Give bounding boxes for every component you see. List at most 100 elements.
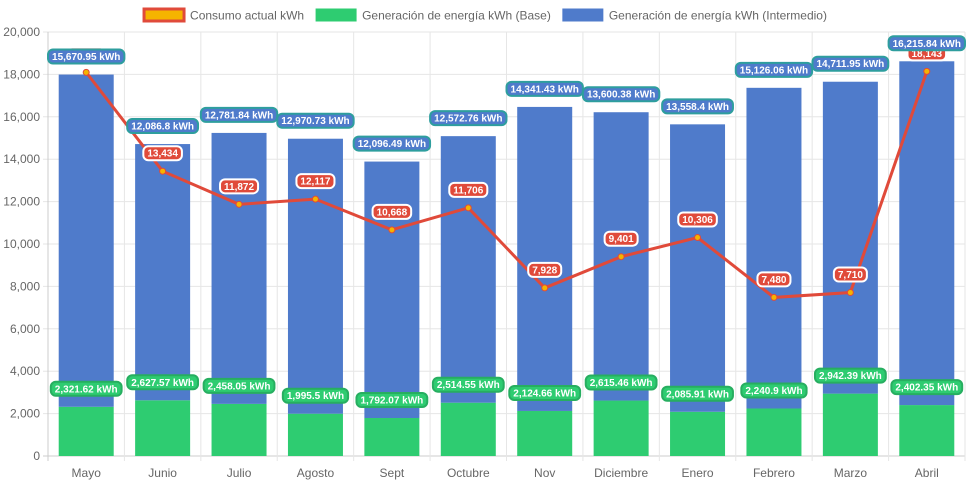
- data-label-consumo-sept: 10,668: [371, 203, 413, 220]
- x-tick-label: Enero: [682, 466, 714, 480]
- consumo-point-diciembre[interactable]: [617, 253, 625, 261]
- bar-intermedio-sept[interactable]: [364, 161, 420, 419]
- legend-item-generacion-de-energia-kwh-intermedio[interactable]: Generación de energía kWh (Intermedio): [562, 8, 827, 23]
- data-label-text: 9,401: [609, 234, 634, 245]
- bar-base-julio[interactable]: [211, 403, 267, 456]
- data-label-text: 13,434: [147, 149, 178, 160]
- data-label-text: 2,458.05 kWh: [208, 381, 271, 392]
- bar-base-diciembre[interactable]: [593, 400, 649, 456]
- bar-base-abril[interactable]: [899, 405, 955, 456]
- data-label-base-octubre: 2,514.55 kWh: [431, 376, 505, 393]
- data-label-text: 14,711.95 kWh: [816, 59, 884, 70]
- consumo-point-febrero[interactable]: [770, 293, 778, 301]
- data-label-intermedio-enero: 13,558.4 kWh: [661, 98, 734, 115]
- consumo-point-enero[interactable]: [694, 234, 702, 242]
- data-label-text: 12,781.84 kWh: [205, 110, 273, 121]
- data-label-box: [661, 98, 734, 115]
- data-label-consumo-febrero: 7,480: [756, 271, 792, 288]
- y-tick-label: 0: [33, 449, 40, 463]
- data-label-text: 2,402.35 kWh: [895, 383, 958, 394]
- data-label-base-febrero: 2,240.9 kWh: [740, 382, 808, 399]
- consumo-point-julio[interactable]: [235, 200, 243, 208]
- consumo-point-nov[interactable]: [541, 284, 549, 292]
- data-label-text: 12,970.73 kWh: [281, 116, 349, 127]
- bar-intermedio-abril[interactable]: [899, 61, 955, 406]
- bar-intermedio-febrero[interactable]: [746, 87, 802, 409]
- consumo-point-sept[interactable]: [388, 226, 396, 234]
- bar-base-octubre[interactable]: [440, 402, 496, 456]
- consumo-line-path: [85, 70, 929, 299]
- data-label-intermedio-octubre: 12,572.76 kWh: [429, 110, 508, 127]
- data-label-box: [281, 387, 350, 404]
- data-label-text: 11,872: [224, 182, 254, 193]
- data-label-text: 2,942.39 kWh: [819, 371, 882, 382]
- bar-base-marzo[interactable]: [822, 393, 878, 456]
- x-tick-label: Diciembre: [594, 466, 648, 480]
- data-label-box: [448, 181, 489, 198]
- data-label-box: [371, 203, 413, 220]
- data-label-text: 2,627.57 kWh: [131, 378, 194, 389]
- data-label-text: 2,615.46 kWh: [590, 378, 653, 389]
- legend-label: Consumo actual kWh: [190, 9, 304, 23]
- data-label-text: 11,706: [453, 185, 483, 196]
- legend-item-generacion-de-energia-kwh-base[interactable]: Generación de energía kWh (Base): [315, 8, 551, 23]
- data-label-text: 10,306: [682, 215, 713, 226]
- data-label-text: 7,928: [532, 265, 557, 276]
- y-tick-label: 10,000: [3, 237, 40, 251]
- bar-intermedio-octubre[interactable]: [440, 136, 496, 403]
- consumo-point-junio[interactable]: [159, 167, 167, 175]
- bar-intermedio-junio[interactable]: [135, 144, 191, 401]
- data-label-box: [126, 374, 200, 391]
- x-tick-label: Nov: [534, 466, 555, 480]
- data-label-text: 1,995.5 kWh: [287, 391, 344, 402]
- data-label-box: [352, 135, 432, 152]
- data-label-box: [811, 55, 890, 72]
- legend-label: Generación de energía kWh (Base): [362, 9, 551, 23]
- legend-item-consumo-actual-kwh[interactable]: Consumo actual kWh: [142, 7, 304, 23]
- bar-base-febrero[interactable]: [746, 408, 802, 456]
- y-tick-label: 6,000: [10, 322, 40, 336]
- data-label-box: [832, 266, 868, 283]
- data-label-box: [49, 380, 123, 397]
- data-label-text: 12,086.8 kWh: [131, 122, 194, 133]
- consumo-point-octubre[interactable]: [464, 204, 472, 212]
- data-label-box: [603, 230, 639, 247]
- consumo-point-marzo[interactable]: [846, 289, 854, 297]
- y-tick-label: 12,000: [3, 195, 40, 209]
- data-label-box: [202, 377, 276, 394]
- data-label-box: [429, 110, 508, 127]
- consumo-point-mayo[interactable]: [82, 68, 90, 76]
- bar-base-agosto[interactable]: [287, 413, 343, 456]
- consumo-point-agosto[interactable]: [311, 195, 319, 203]
- data-label-text: 15,126.06 kWh: [740, 65, 808, 76]
- data-label-text: 7,480: [761, 275, 786, 286]
- bar-base-junio[interactable]: [135, 400, 191, 456]
- x-tick-label: Junio: [148, 466, 177, 480]
- data-label-box: [431, 376, 505, 393]
- bar-intermedio-mayo[interactable]: [58, 74, 114, 407]
- bar-base-nov[interactable]: [517, 410, 573, 456]
- x-tick-label: Octubre: [447, 466, 490, 480]
- data-label-text: 12,117: [300, 177, 330, 188]
- bar-intermedio-nov[interactable]: [517, 106, 573, 411]
- bar-base-sept[interactable]: [364, 418, 420, 456]
- bar-base-enero[interactable]: [670, 411, 726, 456]
- data-label-base-diciembre: 2,615.46 kWh: [584, 374, 658, 391]
- bar-intermedio-julio[interactable]: [211, 132, 267, 404]
- legend[interactable]: Consumo actual kWh Generación de energía …: [142, 7, 827, 23]
- x-tick-label: Mayo: [72, 466, 102, 480]
- legend-swatch: [142, 7, 186, 23]
- data-label-text: 13,558.4 kWh: [666, 102, 729, 113]
- data-label-box: [295, 173, 336, 190]
- data-label-consumo-nov: 7,928: [527, 261, 563, 278]
- consumo-point-abril[interactable]: [923, 67, 931, 75]
- bar-intermedio-enero[interactable]: [670, 124, 726, 412]
- data-label-text: 2,240.9 kWh: [745, 386, 802, 397]
- legend-swatch: [562, 8, 604, 22]
- data-label-consumo-octubre: 11,706: [448, 181, 489, 198]
- x-tick-label: Sept: [380, 466, 405, 480]
- data-label-base-agosto: 1,995.5 kWh: [281, 387, 350, 404]
- consumo-line: [82, 67, 931, 301]
- bar-base-mayo[interactable]: [58, 406, 114, 456]
